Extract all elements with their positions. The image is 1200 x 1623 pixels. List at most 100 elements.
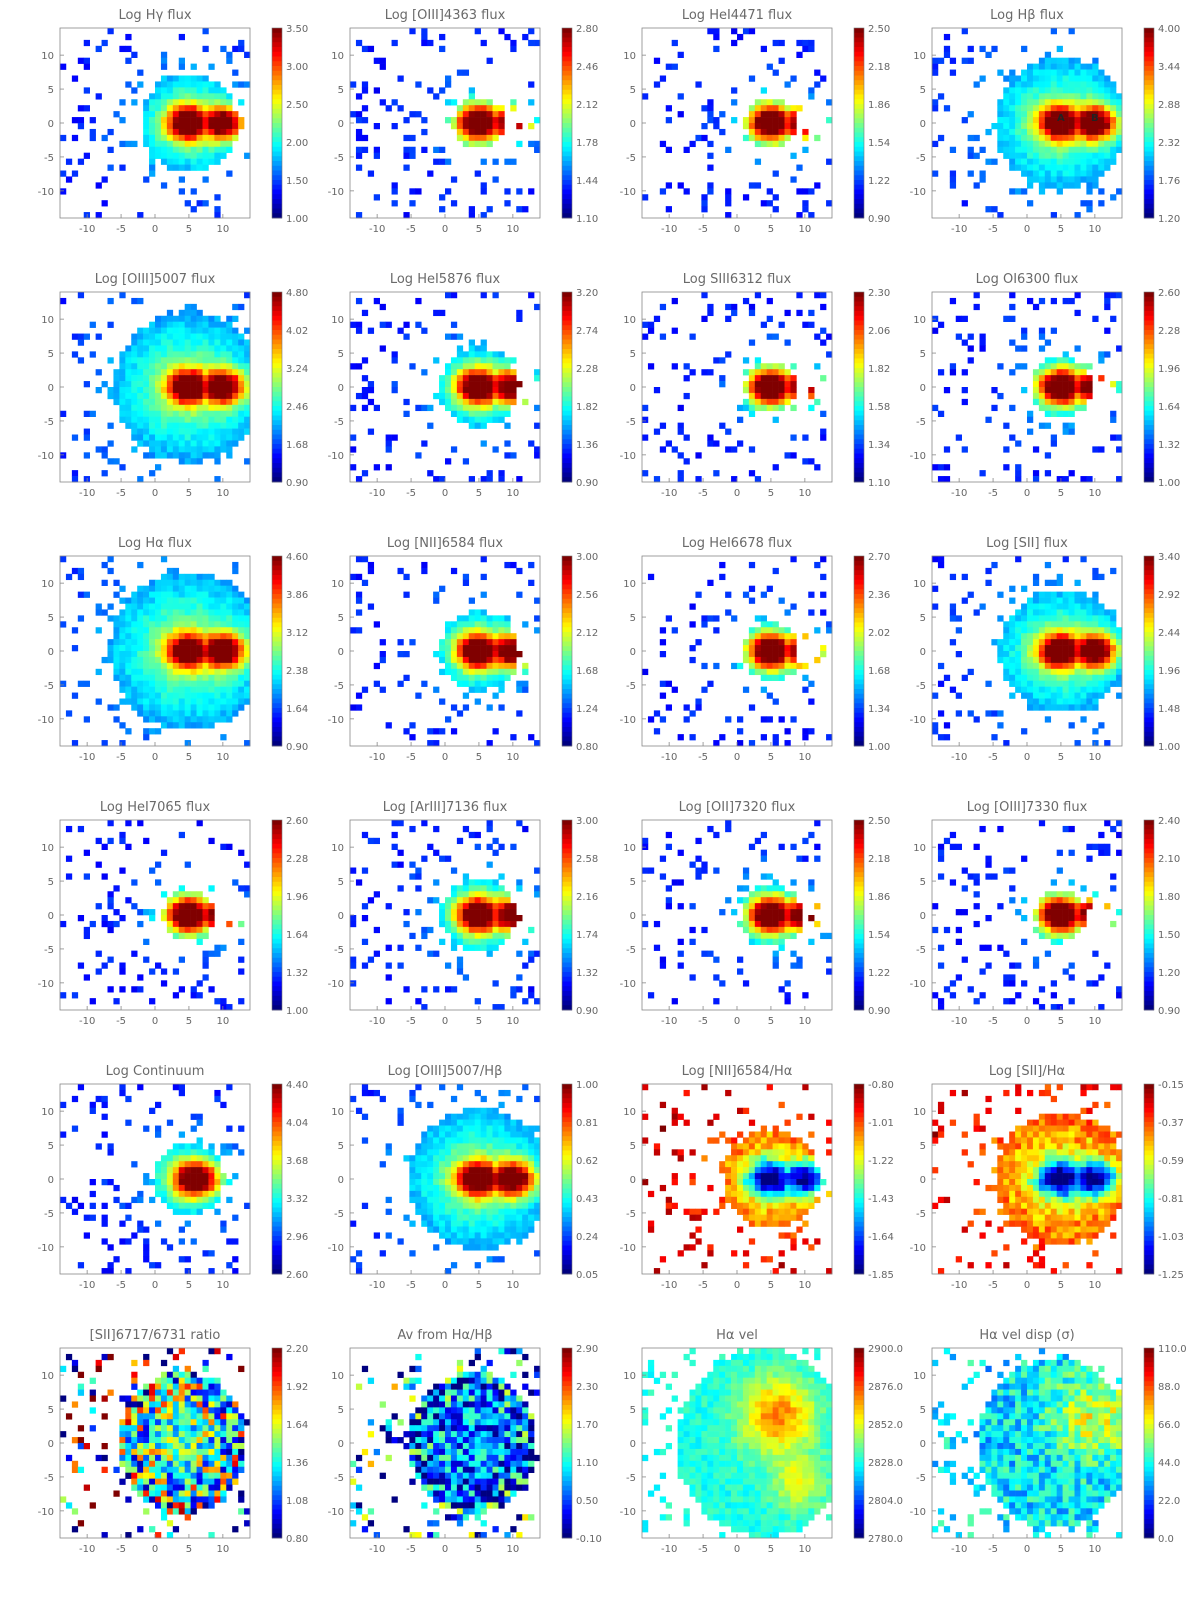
heatmap-cell bbox=[131, 656, 138, 664]
heatmap-cell bbox=[244, 740, 251, 747]
heatmap-cell bbox=[190, 639, 197, 646]
x-tick-label: 0 bbox=[152, 224, 158, 235]
heatmap-cell bbox=[760, 621, 767, 628]
heatmap-cell bbox=[119, 674, 126, 681]
colorbar-segment bbox=[854, 453, 864, 459]
heatmap-cell bbox=[1038, 164, 1046, 171]
heatmap-cell bbox=[486, 615, 493, 622]
heatmap-cell bbox=[456, 668, 464, 676]
heatmap-cell bbox=[1068, 152, 1075, 159]
heatmap-cell bbox=[125, 416, 132, 423]
heatmap-cell bbox=[522, 621, 529, 628]
heatmap-cell bbox=[1068, 597, 1075, 604]
heatmap-cell bbox=[486, 843, 493, 850]
heatmap-cell bbox=[160, 615, 168, 622]
heatmap-cell bbox=[486, 680, 493, 687]
heatmap-cell bbox=[498, 381, 505, 388]
colorbar-segment bbox=[1144, 123, 1154, 129]
colorbar-segment bbox=[562, 37, 572, 43]
heatmap-cell bbox=[178, 398, 185, 406]
heatmap-cell bbox=[220, 105, 227, 112]
chart-title: Log Hγ flux bbox=[118, 8, 192, 23]
heatmap-cell bbox=[208, 345, 215, 352]
heatmap-cell bbox=[516, 188, 523, 195]
heatmap-cell bbox=[498, 885, 505, 892]
heatmap-cell bbox=[997, 591, 1004, 598]
colorbar-segment bbox=[854, 477, 864, 483]
heatmap-cell bbox=[178, 573, 185, 581]
heatmap-cell bbox=[196, 698, 203, 705]
heatmap-cell bbox=[462, 458, 470, 465]
heatmap-cell bbox=[178, 680, 185, 687]
heatmap-cell bbox=[178, 158, 185, 165]
heatmap-cell bbox=[89, 128, 96, 136]
heatmap-cell bbox=[208, 422, 215, 429]
heatmap-cell bbox=[391, 39, 398, 47]
heatmap-cell bbox=[155, 434, 162, 441]
heatmap-cell bbox=[238, 680, 245, 687]
heatmap-cell bbox=[1068, 392, 1075, 400]
colorbar-tick-label: 2.28 bbox=[576, 364, 598, 375]
heatmap-cell bbox=[742, 134, 750, 142]
heatmap-cell bbox=[214, 716, 221, 723]
heatmap-cell bbox=[60, 188, 67, 195]
heatmap-cell bbox=[137, 69, 144, 76]
heatmap-cell bbox=[1086, 164, 1093, 171]
heatmap-cell bbox=[1021, 327, 1028, 334]
heatmap-cell bbox=[172, 573, 180, 581]
heatmap-cell bbox=[214, 656, 221, 664]
heatmap-cell bbox=[1009, 434, 1016, 441]
heatmap-cell bbox=[149, 357, 156, 364]
heatmap-cell bbox=[474, 128, 481, 136]
heatmap-cell bbox=[1086, 81, 1093, 88]
colorbar-tick-label: 1.64 bbox=[1158, 402, 1180, 413]
heatmap-cell bbox=[1021, 656, 1028, 664]
heatmap-cell bbox=[119, 99, 126, 106]
heatmap-cell bbox=[226, 603, 233, 610]
heatmap-cells bbox=[642, 28, 833, 219]
heatmap-cell bbox=[932, 603, 939, 610]
heatmap-cell bbox=[486, 639, 493, 646]
colorbar-segment bbox=[272, 42, 282, 48]
heatmap-cell bbox=[796, 662, 803, 670]
heatmap-cell bbox=[149, 117, 156, 124]
heatmap-cell bbox=[1086, 680, 1093, 687]
heatmap-cell bbox=[1116, 99, 1123, 106]
heatmap-cell bbox=[1068, 99, 1075, 106]
heatmap-cell bbox=[784, 627, 791, 634]
heatmap-cell bbox=[1027, 686, 1034, 693]
heatmap-cell bbox=[166, 645, 174, 652]
heatmap-cell bbox=[143, 639, 150, 646]
chart-title: Log [OIII]4363 flux bbox=[384, 8, 506, 23]
heatmap-cell bbox=[220, 734, 227, 741]
heatmap-cell bbox=[208, 668, 215, 676]
heatmap-cell bbox=[1056, 627, 1063, 634]
heatmap-cell bbox=[160, 375, 168, 382]
colorbar-segment bbox=[1144, 127, 1154, 133]
colorbar-tick-label: 2.44 bbox=[1158, 628, 1180, 639]
heatmap-cell bbox=[232, 315, 239, 322]
heatmap-cell bbox=[149, 410, 156, 417]
heatmap-cell bbox=[172, 117, 180, 124]
heatmap-cell bbox=[784, 609, 791, 616]
heatmap-cell bbox=[172, 164, 180, 171]
heatmap-cell bbox=[232, 357, 239, 364]
heatmap-cell bbox=[107, 440, 114, 447]
heatmap-cell bbox=[1032, 668, 1040, 676]
heatmap-cell bbox=[468, 609, 475, 616]
heatmap-cell bbox=[748, 639, 756, 646]
heatmap-cell bbox=[379, 303, 386, 311]
heatmap-cell bbox=[101, 561, 108, 569]
heatmap-cell bbox=[238, 123, 245, 130]
heatmap-cell bbox=[226, 446, 233, 453]
colorbar-segment bbox=[562, 425, 572, 431]
heatmap-cell bbox=[1032, 369, 1040, 376]
heatmap-cell bbox=[985, 158, 992, 165]
heatmap-cell bbox=[790, 128, 797, 136]
heatmap-cell bbox=[178, 662, 185, 670]
heatmap-cell bbox=[462, 885, 470, 892]
heatmap-cell bbox=[474, 885, 481, 892]
heatmap-cell bbox=[178, 93, 185, 100]
colorbar-segment bbox=[1144, 387, 1154, 393]
heatmap-cell bbox=[160, 968, 168, 975]
